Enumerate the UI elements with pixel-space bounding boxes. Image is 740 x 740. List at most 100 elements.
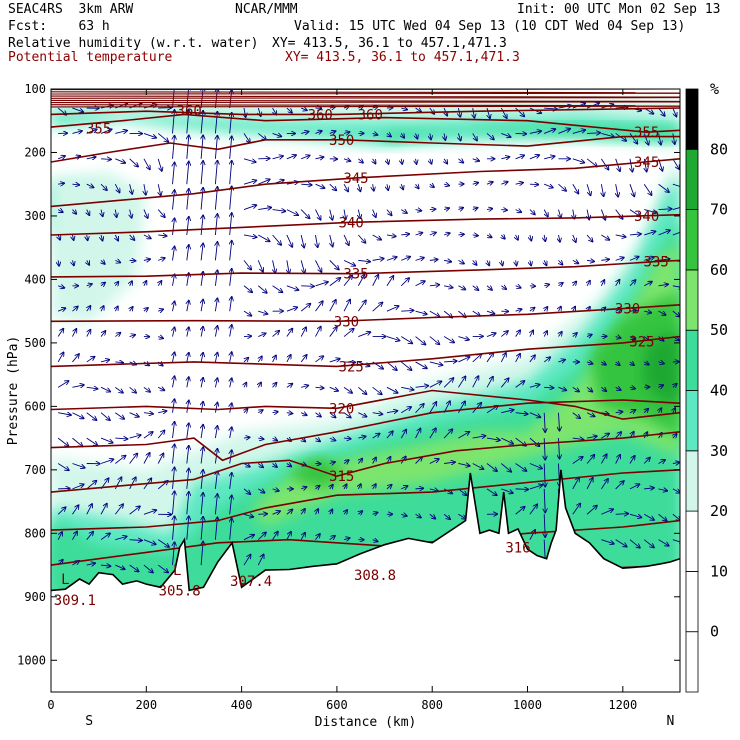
wind-vector <box>601 387 606 391</box>
wind-vector <box>358 260 370 261</box>
wind-vector <box>416 158 417 164</box>
wind-vector <box>601 184 603 196</box>
wind-vector <box>243 158 256 162</box>
theta-contour-line <box>51 101 680 104</box>
wind-vector <box>458 513 465 518</box>
wind-vector <box>101 260 105 264</box>
wind-vector <box>215 242 217 261</box>
wind-vector <box>672 286 680 288</box>
theta-label: 305.8 <box>159 583 201 599</box>
wind-vector <box>415 514 421 517</box>
wind-vector <box>429 260 438 261</box>
wind-vector <box>72 329 76 337</box>
wind-vector <box>429 310 439 316</box>
wind-vector <box>273 107 277 114</box>
theta-label: 355 <box>86 121 111 137</box>
wind-vector <box>401 514 406 516</box>
wind-vector <box>343 259 355 265</box>
wind-vector <box>157 539 169 547</box>
y-tick-label: 700 <box>24 463 46 477</box>
wind-vector <box>458 260 463 263</box>
y-tick-label: 100 <box>24 82 46 96</box>
wind-vector <box>115 412 124 419</box>
wind-vector <box>72 210 76 214</box>
wind-vector <box>558 307 560 311</box>
colorbar-tick-label: 60 <box>710 261 728 279</box>
wind-vector <box>230 269 232 286</box>
wind-vector <box>444 158 447 164</box>
wind-vector <box>329 412 336 418</box>
wind-vector <box>101 159 111 160</box>
wind-vector <box>401 133 404 137</box>
wind-vector <box>143 413 153 414</box>
wind-vector <box>243 235 256 237</box>
wind-vector <box>300 234 304 247</box>
theta-label: 355 <box>634 125 659 141</box>
theta-label: 330 <box>615 302 640 318</box>
wind-vector <box>415 210 422 211</box>
wind-vector <box>486 133 494 139</box>
wind-vector <box>500 107 506 118</box>
wind-vector <box>173 218 175 236</box>
wind-vector <box>230 378 232 388</box>
wind-vector <box>672 231 680 236</box>
wind-vector <box>129 435 141 439</box>
wind-vector <box>201 216 203 236</box>
y-tick-label: 400 <box>24 272 46 286</box>
wind-vector <box>544 209 548 217</box>
wind-vector <box>401 407 411 414</box>
wind-vector <box>86 357 95 363</box>
wind-vector <box>544 260 546 265</box>
wind-vector <box>572 130 585 134</box>
wind-vector <box>100 504 107 515</box>
wind-vector <box>272 285 283 292</box>
x-tick-label: 1000 <box>513 698 542 712</box>
wind-vector <box>586 506 597 515</box>
wind-vector <box>129 335 135 337</box>
humidity-zone <box>251 241 680 528</box>
wind-vector <box>472 354 481 363</box>
wind-vector <box>544 108 557 109</box>
wind-vector <box>86 184 94 187</box>
wind-vector <box>615 514 628 515</box>
wind-vector <box>643 458 650 464</box>
wind-vector <box>672 310 680 316</box>
wind-vector <box>643 183 651 195</box>
wind-vector <box>300 355 306 363</box>
wind-vector <box>129 234 135 240</box>
wind-vector <box>543 357 550 363</box>
wind-vector <box>187 516 189 540</box>
wind-vector <box>57 532 62 540</box>
wind-vector <box>358 459 362 464</box>
wind-vector <box>130 209 132 218</box>
wind-vector <box>572 183 579 193</box>
wind-vector <box>586 184 590 195</box>
wind-vector <box>301 487 306 489</box>
wind-vector <box>101 306 104 312</box>
wind-vector <box>157 133 168 141</box>
wind-vector <box>372 259 384 261</box>
wind-vector <box>343 386 352 393</box>
wind-vector <box>401 387 413 389</box>
wind-vector <box>272 412 278 413</box>
wind-vector <box>629 539 640 548</box>
wind-vector <box>629 311 636 312</box>
wind-vector <box>315 509 318 515</box>
wind-vector <box>157 431 164 439</box>
wind-vector <box>258 410 262 413</box>
wind-vector <box>358 436 365 438</box>
wind-vector <box>673 434 677 438</box>
wind-vector <box>586 478 593 490</box>
wind-vector <box>401 486 407 489</box>
wind-vector <box>672 207 680 211</box>
theta-label: 316 <box>505 540 530 556</box>
wind-vector <box>329 386 338 390</box>
wind-vector <box>158 411 166 413</box>
x-tick-label: 400 <box>231 698 253 712</box>
model-title: SEAC4RS 3km ARW <box>8 2 134 17</box>
wind-vector <box>86 284 92 286</box>
wind-vector <box>258 311 267 314</box>
wind-vector <box>644 209 656 213</box>
wind-vector <box>401 158 402 164</box>
